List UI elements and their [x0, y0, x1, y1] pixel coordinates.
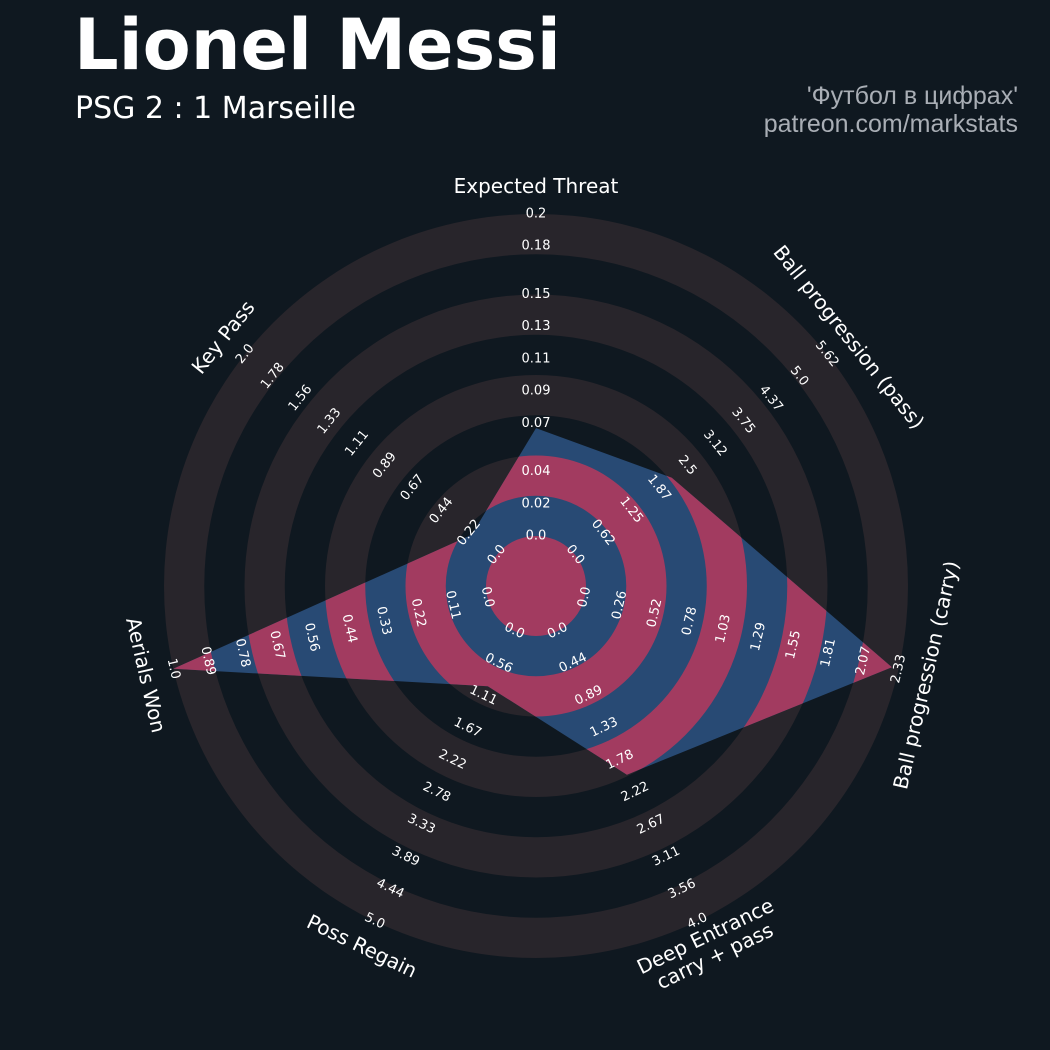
tick-label: 0.02 [522, 496, 551, 511]
tick-label: 0.11 [442, 589, 463, 621]
tick-label: 0.78 [679, 605, 700, 637]
tick-label: 2.22 [619, 779, 652, 805]
tick-label: 0.33 [373, 605, 394, 637]
tick-label: 0.09 [522, 384, 551, 399]
chart-subtitle: PSG 2 : 1 Marseille [75, 91, 356, 126]
tick-label: 1.11 [342, 427, 372, 459]
tick-label: 2.33 [888, 653, 909, 685]
tick-label: 0.18 [522, 239, 551, 254]
tick-label: 1.0 [164, 657, 183, 681]
tick-label: 0.0 [575, 585, 594, 609]
tick-label: 1.03 [713, 613, 734, 645]
tick-label: 0.22 [408, 597, 429, 629]
tick-label: 0.67 [266, 629, 287, 661]
tick-label: 0.26 [609, 589, 630, 621]
tick-label: 0.89 [197, 645, 218, 677]
tick-label: 1.55 [783, 629, 804, 661]
tick-label: 0.11 [522, 351, 551, 366]
tick-label: 0.0 [478, 585, 497, 609]
tick-label: 2.78 [420, 779, 453, 805]
tick-label: 0.0 [526, 529, 547, 544]
tick-label: 3.12 [700, 427, 730, 459]
tick-label: 0.07 [522, 416, 551, 431]
chart-title: Lionel Messi [74, 4, 561, 86]
tick-label: 0.44 [339, 613, 360, 645]
tick-label: 0.56 [301, 622, 322, 654]
tick-label: 1.29 [748, 621, 769, 653]
tick-label: 0.13 [522, 319, 551, 334]
tick-label: 0.04 [522, 464, 551, 479]
credit: 'Футбол в цифрах' [806, 82, 1018, 110]
axis-label: Expected Threat [453, 174, 619, 198]
tick-label: 2.07 [853, 645, 874, 677]
tick-label: 0.52 [644, 597, 665, 629]
credit: patreon.com/markstats [763, 110, 1018, 138]
tick-label: 0.78 [232, 637, 253, 669]
tick-label: 1.81 [818, 637, 839, 669]
tick-label: 0.15 [522, 287, 551, 302]
tick-label: 0.2 [526, 207, 547, 222]
